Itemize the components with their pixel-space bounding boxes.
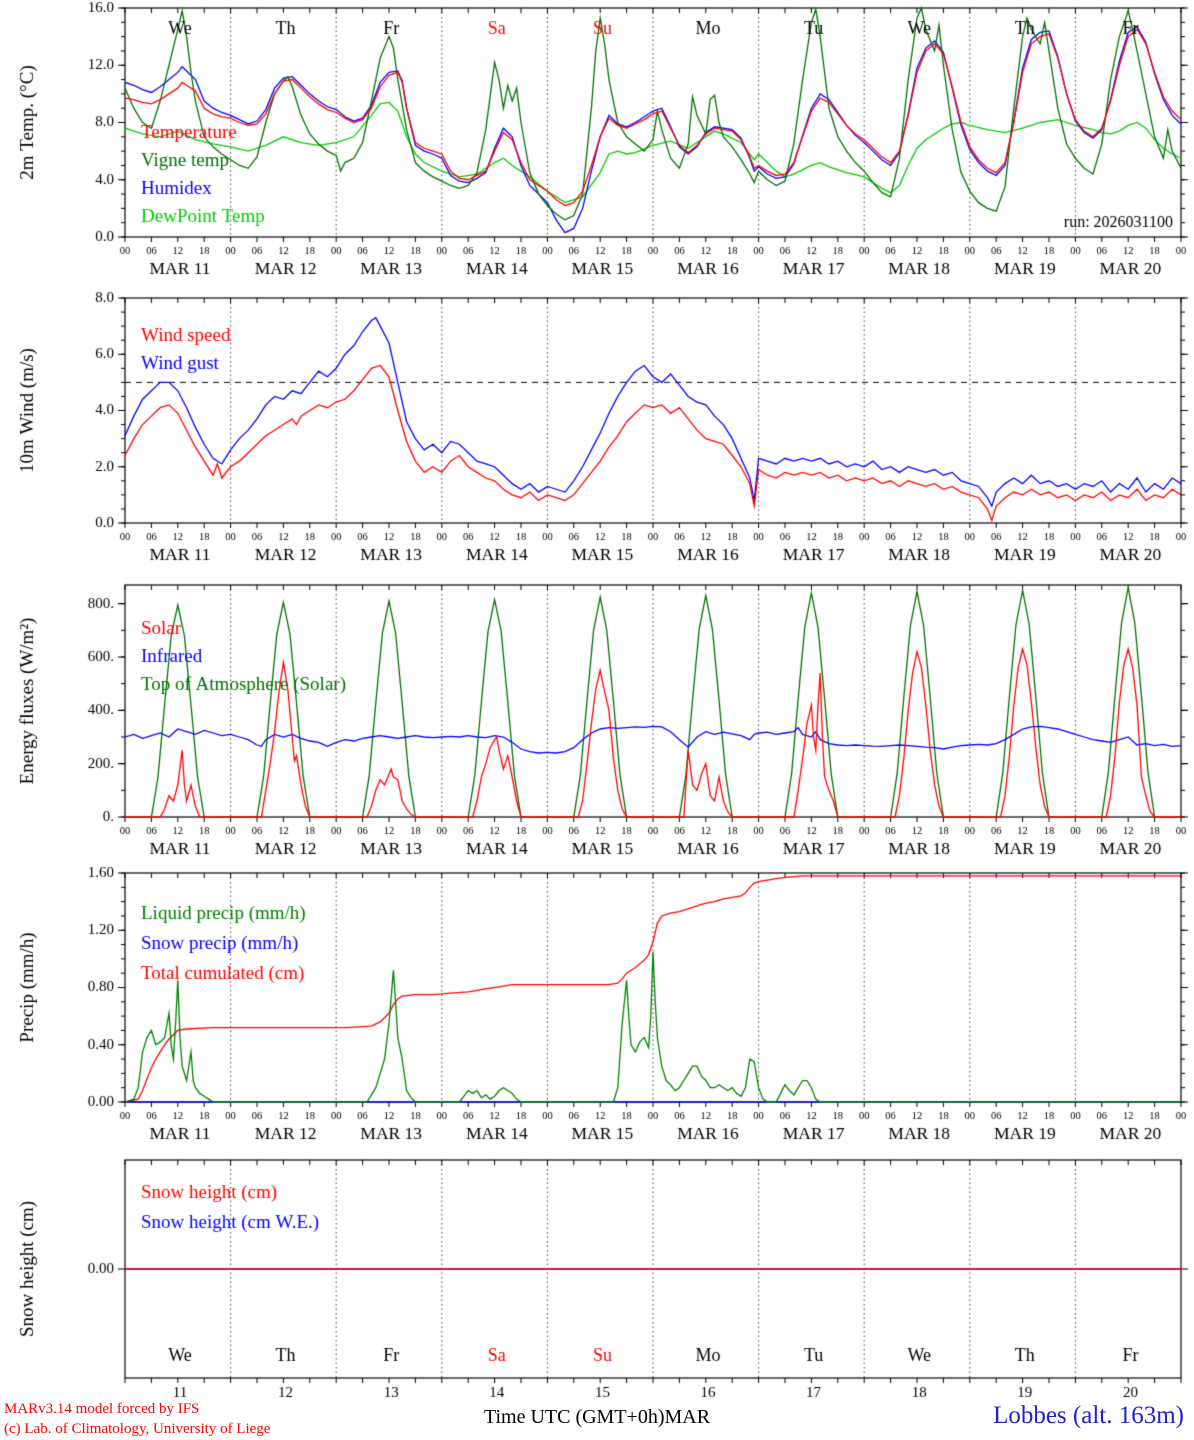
energy-flux-panel-canvas [0,570,1194,860]
model-credit: MARv3.14 model forced by IFS (c) Lab. of… [4,1400,270,1439]
station-label: Lobbes (alt. 163m) [993,1402,1184,1429]
temperature-panel-canvas [0,0,1194,285]
precip-panel-canvas [0,860,1194,1150]
axis-title-text: Time UTC (GMT+0h) [483,1406,665,1428]
wind-panel-canvas [0,285,1194,570]
credit-line-1: MARv3.14 model forced by IFS [4,1401,200,1417]
axis-title-suffix: MAR [664,1406,711,1428]
figure-footer: MARv3.14 model forced by IFS (c) Lab. of… [0,1398,1194,1440]
snow-height-panel-canvas [0,1150,1194,1400]
x-axis-title: Time UTC (GMT+0h)MAR [0,1406,1194,1429]
credit-line-2: (c) Lab. of Climatology, University of L… [4,1420,271,1437]
